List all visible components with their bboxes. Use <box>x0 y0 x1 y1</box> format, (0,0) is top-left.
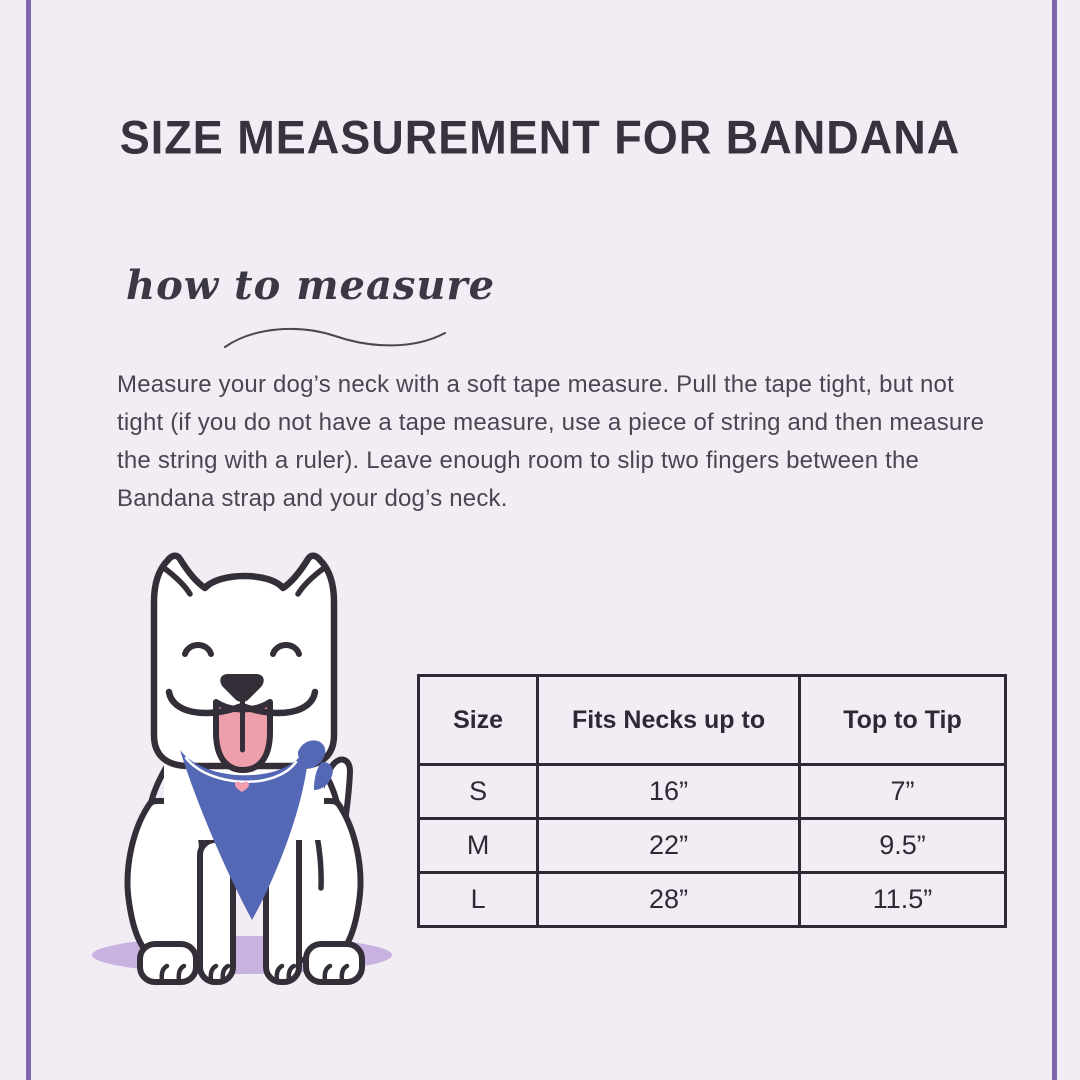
column-header-top-to-tip: Top to Tip <box>797 674 1008 766</box>
size-table: Size Fits Necks up to Top to Tip S 16” 7… <box>416 674 1008 928</box>
wave-underline <box>224 327 446 348</box>
cell-fits: 28” <box>536 871 801 928</box>
heart-icon <box>235 781 249 792</box>
dog-illustration <box>92 552 392 985</box>
cell-fits: 16” <box>536 763 801 820</box>
dog-eyes <box>182 642 302 657</box>
cell-top-to-tip: 9.5” <box>797 817 1008 874</box>
dog-ear-marks <box>161 565 327 597</box>
dog-nose <box>220 674 264 702</box>
cell-top-to-tip: 11.5” <box>797 871 1008 928</box>
bandana-trim-line <box>184 756 298 783</box>
cell-size: M <box>416 817 540 874</box>
column-header-size: Size <box>416 674 540 766</box>
size-table-header-row: Size Fits Necks up to Top to Tip <box>416 674 1008 766</box>
column-header-fits-necks: Fits Necks up to <box>536 674 801 766</box>
bandana <box>180 750 308 920</box>
dog-back-paws <box>137 941 365 985</box>
left-frame-line <box>26 0 31 1080</box>
section-heading: how to measure <box>126 262 496 309</box>
dog-mouth <box>165 688 319 717</box>
cell-top-to-tip: 7” <box>797 763 1008 820</box>
cell-size: L <box>416 871 540 928</box>
table-row-large: L 28” 11.5” <box>416 871 1008 928</box>
cell-size: S <box>416 763 540 820</box>
page-title: SIZE MEASUREMENT FOR BANDANA <box>119 110 961 165</box>
instructions-paragraph: Measure your dog’s neck with a soft tape… <box>117 371 985 512</box>
table-row-medium: M 22” 9.5” <box>416 817 1008 874</box>
cell-fits: 22” <box>536 817 801 874</box>
bandana-knot <box>298 740 333 790</box>
right-frame-line <box>1052 0 1057 1080</box>
table-row-small: S 16” 7” <box>416 763 1008 820</box>
